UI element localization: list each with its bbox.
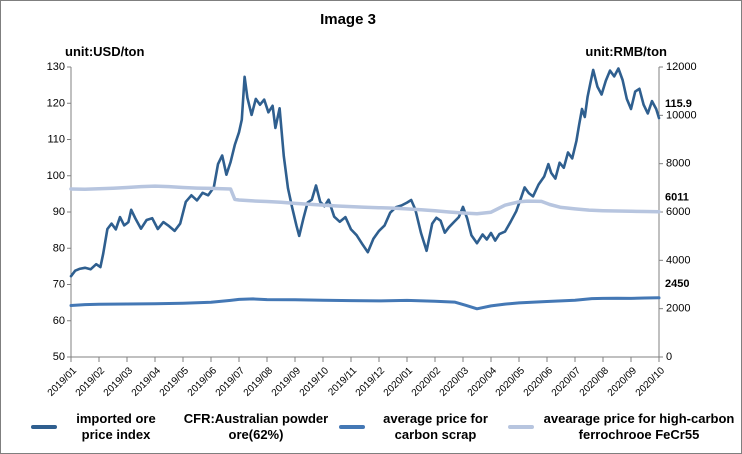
x-axis-tick-label: 2020/01 xyxy=(382,365,416,399)
right-axis-tick-label: 0 xyxy=(666,351,672,363)
legend-label: average price for carbon scrap xyxy=(383,410,488,442)
legend-marker-line-icon xyxy=(508,425,534,429)
x-axis-tick-label: 2019/02 xyxy=(74,365,108,399)
x-axis-tick-label: 2019/05 xyxy=(158,365,192,399)
legend-marker-line-icon xyxy=(31,425,57,429)
legend-marker-line-icon xyxy=(338,425,365,429)
x-axis-tick-label: 2020/04 xyxy=(466,365,500,399)
x-axis-tick-label: 2019/11 xyxy=(326,365,359,398)
series-end-value-label: 115.9 xyxy=(665,98,692,110)
left-axis-tick-label: 60 xyxy=(53,315,65,327)
x-axis-tick-label: 2019/03 xyxy=(102,365,136,399)
left-axis-tick-label: 70 xyxy=(53,279,65,291)
x-axis-tick-label: 2019/12 xyxy=(354,365,388,399)
x-axis-tick-label: 2019/08 xyxy=(242,365,276,399)
legend-item: avearage price for high-carbon ferrochro… xyxy=(508,411,739,444)
right-axis-tick-label: 2000 xyxy=(666,303,690,315)
series-end-value-label: 6011 xyxy=(665,192,689,204)
legend-item: CFR:Australian powder ore(62%) xyxy=(180,411,332,444)
legend-item: average price for carbon scrap xyxy=(338,410,502,444)
series-line-1 xyxy=(69,296,661,311)
x-axis-tick-label: 2020/03 xyxy=(438,365,472,399)
x-axis-tick-label: 2020/09 xyxy=(606,365,640,399)
right-axis-tick-label: 12000 xyxy=(666,61,697,73)
right-axis-tick-label: 8000 xyxy=(666,158,690,170)
right-axis-tick-label: 10000 xyxy=(666,109,697,121)
x-axis-tick-label: 2019/04 xyxy=(130,365,164,399)
right-axis-unit-label: unit:RMB/ton xyxy=(585,44,667,59)
legend: imported ore price index CFR:Australian p… xyxy=(1,405,741,449)
left-axis-tick-label: 120 xyxy=(47,97,65,109)
x-axis-tick-label: 2019/10 xyxy=(298,365,332,399)
x-axis-tick-label: 2020/10 xyxy=(634,365,668,399)
legend-label: avearage price for high-carbon ferrochro… xyxy=(543,410,735,442)
series-line-0 xyxy=(69,67,661,278)
chart-title: Image 3 xyxy=(320,11,376,28)
legend-label: CFR:Australian powder ore(62%) xyxy=(183,410,329,442)
legend-item: imported ore price index xyxy=(31,411,170,444)
left-axis-tick-label: 100 xyxy=(47,170,65,182)
right-axis-tick-label: 6000 xyxy=(666,206,690,218)
left-axis-tick-label: 80 xyxy=(53,242,65,254)
x-axis-tick-label: 2019/07 xyxy=(214,365,248,399)
left-axis-tick-label: 50 xyxy=(53,351,65,363)
x-axis-tick-label: 2020/05 xyxy=(494,365,528,399)
left-axis-tick-label: 90 xyxy=(53,206,65,218)
series-line-2 xyxy=(69,184,661,216)
left-axis-tick-label: 130 xyxy=(47,61,65,73)
x-axis-tick-label: 2019/09 xyxy=(270,365,304,399)
legend-label: imported ore price index xyxy=(76,410,156,442)
left-axis-tick-label: 110 xyxy=(47,134,65,146)
x-axis-tick-label: 2020/08 xyxy=(578,365,612,399)
left-axis-unit-label: unit:USD/ton xyxy=(65,44,145,59)
series-end-value-label: 2450 xyxy=(665,278,689,290)
x-axis-tick-label: 2020/07 xyxy=(550,365,584,399)
x-axis-tick-label: 2019/01 xyxy=(46,365,80,399)
x-axis-tick-label: 2020/02 xyxy=(410,365,444,399)
x-axis-tick-label: 2020/06 xyxy=(522,365,556,399)
right-axis-tick-label: 4000 xyxy=(666,254,690,266)
x-axis-tick-label: 2019/06 xyxy=(186,365,220,399)
